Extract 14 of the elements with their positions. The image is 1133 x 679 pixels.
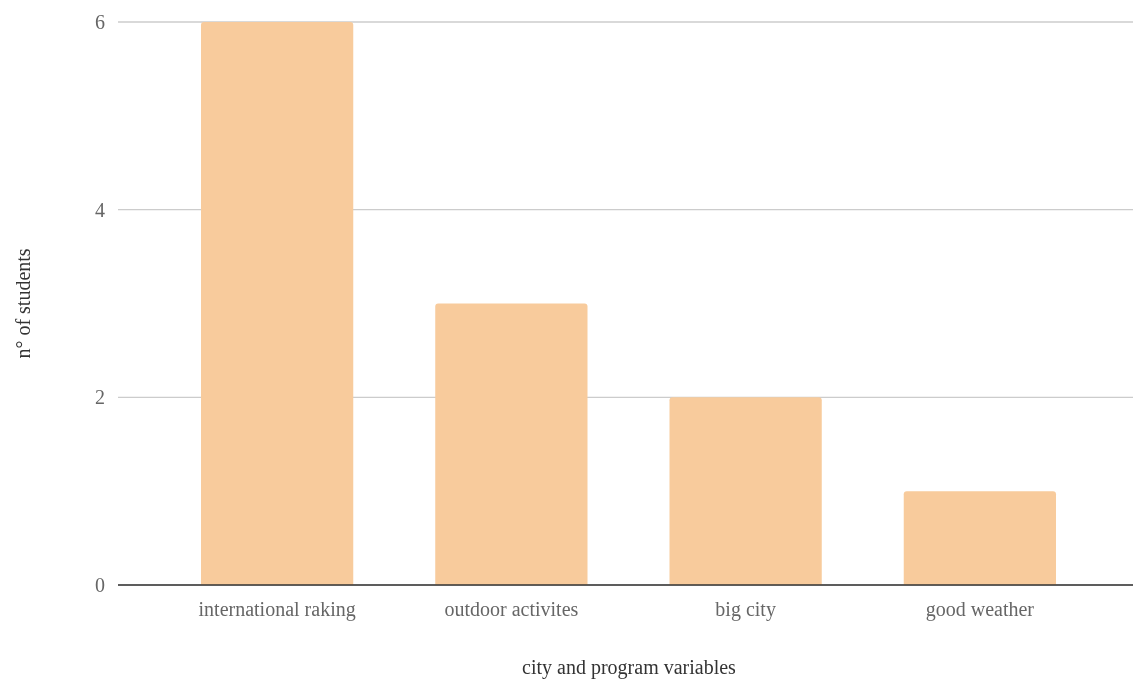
- x-tick-label: big city: [715, 598, 776, 621]
- x-axis-title: city and program variables: [522, 656, 737, 679]
- x-tick-label: outdoor activites: [444, 598, 579, 620]
- y-tick-label: 4: [95, 198, 105, 221]
- y-axis-title: n° of students: [12, 248, 34, 359]
- bar: [903, 491, 1057, 585]
- x-tick-label: good weather: [925, 598, 1035, 621]
- bar: [669, 397, 822, 585]
- bar: [200, 22, 354, 585]
- x-tick-label: international raking: [198, 598, 356, 621]
- y-tick-label: 0: [95, 574, 105, 596]
- y-tick-label: 2: [95, 386, 105, 409]
- bar: [435, 303, 588, 585]
- y-tick-label: 6: [95, 11, 105, 33]
